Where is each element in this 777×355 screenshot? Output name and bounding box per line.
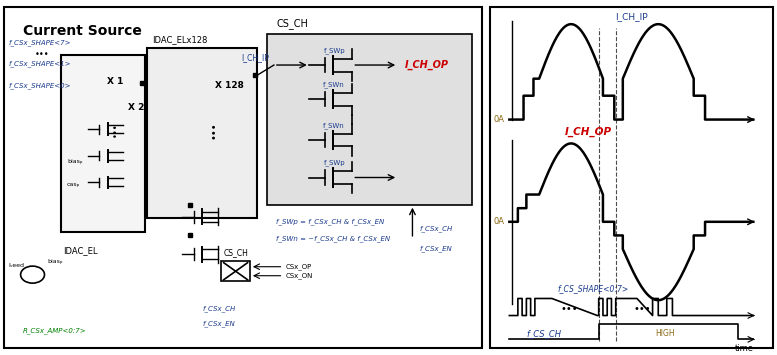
Text: CS_CH: CS_CH xyxy=(277,18,308,29)
Text: f_SWn: f_SWn xyxy=(323,122,345,129)
Text: f_CS_CH: f_CS_CH xyxy=(526,329,561,338)
Text: X 1: X 1 xyxy=(107,77,124,86)
Text: X 128: X 128 xyxy=(215,81,244,90)
Text: f_SWp = f_CSx_CH & f_CSx_EN: f_SWp = f_CSx_CH & f_CSx_EN xyxy=(277,218,385,225)
Text: f_SWp: f_SWp xyxy=(323,47,345,54)
Text: f_SWp: f_SWp xyxy=(323,160,345,166)
Text: f_CSx_EN: f_CSx_EN xyxy=(420,246,452,252)
Text: HIGH: HIGH xyxy=(656,329,675,338)
Text: IDAC_EL: IDAC_EL xyxy=(64,246,98,255)
Text: Current Source: Current Source xyxy=(23,24,142,38)
Text: f_CSx_CH: f_CSx_CH xyxy=(202,305,235,312)
Text: f_CSx_SHAPE<0>: f_CSx_SHAPE<0> xyxy=(9,82,71,89)
Text: casₚ: casₚ xyxy=(67,182,80,187)
Text: 0A: 0A xyxy=(494,217,505,226)
Text: •••: ••• xyxy=(634,304,651,314)
Text: f_CSx_EN: f_CSx_EN xyxy=(202,321,235,327)
Text: f_CSx_SHAPE<1>: f_CSx_SHAPE<1> xyxy=(9,60,71,67)
Text: f_SWn: f_SWn xyxy=(323,81,345,88)
Text: time: time xyxy=(735,344,754,354)
Text: I_CH_IP: I_CH_IP xyxy=(615,12,647,21)
Text: X 2: X 2 xyxy=(128,103,145,112)
FancyBboxPatch shape xyxy=(148,48,257,218)
Text: biasₚ: biasₚ xyxy=(47,260,62,264)
Text: biasₚ: biasₚ xyxy=(67,159,82,164)
FancyBboxPatch shape xyxy=(61,55,145,232)
Text: I_CH_IP: I_CH_IP xyxy=(241,53,269,62)
Text: CS_CH: CS_CH xyxy=(223,248,248,258)
Text: I_CH_OP: I_CH_OP xyxy=(406,60,449,70)
Circle shape xyxy=(21,266,44,283)
Text: f_CS_SHAPE<0:7>: f_CS_SHAPE<0:7> xyxy=(558,284,629,293)
FancyBboxPatch shape xyxy=(221,261,250,282)
Text: I_CH_OP: I_CH_OP xyxy=(565,126,612,137)
Text: •••: ••• xyxy=(560,304,578,314)
FancyBboxPatch shape xyxy=(267,34,472,205)
Text: •••: ••• xyxy=(111,122,120,137)
Text: R_CSx_AMP<0:7>: R_CSx_AMP<0:7> xyxy=(23,328,86,334)
Text: CSx_ON: CSx_ON xyxy=(286,272,313,279)
Text: •••: ••• xyxy=(208,121,218,138)
Text: CSx_OP: CSx_OP xyxy=(286,263,312,270)
Text: 0A: 0A xyxy=(494,115,505,124)
Text: f_CSx_SHAPE<7>: f_CSx_SHAPE<7> xyxy=(9,39,71,46)
Text: Iₛeed: Iₛeed xyxy=(9,263,25,268)
Text: f_CSx_CH: f_CSx_CH xyxy=(420,225,453,232)
Text: •••: ••• xyxy=(35,50,50,59)
Text: IDAC_ELx128: IDAC_ELx128 xyxy=(152,36,207,45)
Text: f_SWn = ~f_CSx_CH & f_CSx_EN: f_SWn = ~f_CSx_CH & f_CSx_EN xyxy=(277,235,390,242)
